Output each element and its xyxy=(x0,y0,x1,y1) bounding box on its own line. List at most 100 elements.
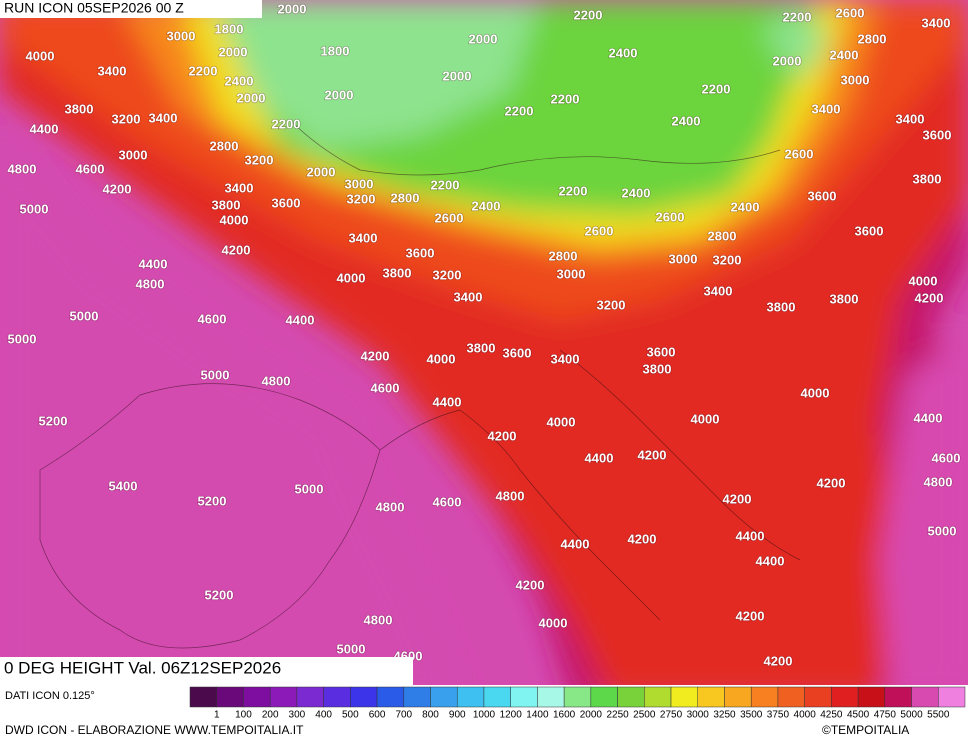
colorbar-label: 5500 xyxy=(927,710,950,721)
colorbar-swatch xyxy=(456,686,485,708)
contour-label: 4800 xyxy=(262,373,291,388)
contour-label: 3800 xyxy=(383,265,412,280)
contour-label: 4000 xyxy=(539,615,568,630)
contour-label: 3000 xyxy=(345,176,374,191)
contour-label: 3400 xyxy=(922,15,951,30)
contour-label: 4600 xyxy=(433,494,462,509)
contour-label: 2400 xyxy=(830,47,859,62)
contour-label: 4200 xyxy=(516,577,545,592)
contour-label: 4800 xyxy=(496,488,525,503)
contour-label: 4200 xyxy=(764,653,793,668)
contour-label: 3800 xyxy=(212,197,241,212)
contour-label: 3200 xyxy=(245,152,274,167)
colorbar-label: 1600 xyxy=(553,710,576,721)
colorbar-label: 4500 xyxy=(847,710,870,721)
contour-label: 4400 xyxy=(736,528,765,543)
contour-label: 3400 xyxy=(349,230,378,245)
contour-label: 4600 xyxy=(932,450,961,465)
colorbar-swatch xyxy=(296,686,324,708)
colorbar-label: 2500 xyxy=(633,710,656,721)
colorbar-label: 3750 xyxy=(767,710,790,721)
contour-label: 4200 xyxy=(103,181,132,196)
colorbar-swatch xyxy=(831,686,859,708)
contour-label: 5000 xyxy=(70,308,99,323)
contour-label: 2200 xyxy=(189,63,218,78)
contour-label: 2200 xyxy=(702,81,731,96)
contour-label: 5200 xyxy=(39,413,68,428)
contour-label: 5000 xyxy=(201,367,230,382)
contour-label: 2800 xyxy=(549,248,578,263)
contour-label: 3200 xyxy=(597,297,626,312)
contour-label: 4200 xyxy=(488,428,517,443)
colorbar-swatch xyxy=(483,686,511,708)
colorbar-label: 400 xyxy=(315,710,332,721)
field-title: 0 DEG HEIGHT Val. 06Z12SEP2026 xyxy=(4,658,281,677)
field-box xyxy=(0,657,413,685)
colorbar-swatch xyxy=(537,686,565,708)
contour-label: 4800 xyxy=(924,474,953,489)
contour-label: 2800 xyxy=(708,228,737,243)
credit: DWD ICON - ELABORAZIONE WWW.TEMPOITALIA.… xyxy=(5,723,304,737)
contour-label: 2200 xyxy=(272,116,301,131)
contour-label: 2200 xyxy=(505,103,534,118)
contour-label: 4000 xyxy=(337,270,366,285)
contour-label: 3400 xyxy=(812,101,841,116)
colorbar-swatch xyxy=(938,686,966,708)
contour-label: 3800 xyxy=(830,291,859,306)
contour-label: 4400 xyxy=(914,410,943,425)
contour-label: 5000 xyxy=(337,641,366,656)
colorbar-label: 700 xyxy=(395,710,412,721)
colorbar-swatch xyxy=(911,686,939,708)
colorbar-swatch xyxy=(216,686,244,708)
colorbar-label: 3000 xyxy=(687,710,710,721)
contour-label: 3000 xyxy=(841,72,870,87)
colorbar: 1 100 200 300 400 500 600 700 800 900 1000 1200 1400… xyxy=(189,686,966,721)
contour-label: 2400 xyxy=(225,73,254,88)
contour-label: 2600 xyxy=(435,210,464,225)
contour-label: 3800 xyxy=(643,361,672,376)
colorbar-label: 4000 xyxy=(794,710,817,721)
colorbar-swatch xyxy=(670,686,699,708)
colorbar-swatch xyxy=(644,686,672,708)
colorbar-swatch xyxy=(590,686,618,708)
contour-label: 2600 xyxy=(585,223,614,238)
contour-label: 2600 xyxy=(836,5,865,20)
contour-label: 4400 xyxy=(139,256,168,271)
contour-label: 3800 xyxy=(913,171,942,186)
contour-label: 3200 xyxy=(713,252,742,267)
contour-label: 3600 xyxy=(855,223,884,238)
colorbar-label: 200 xyxy=(262,710,279,721)
colorbar-label: 2250 xyxy=(606,710,629,721)
contour-label: 4400 xyxy=(561,536,590,551)
contour-label: 4000 xyxy=(801,385,830,400)
contour-label: 2200 xyxy=(559,183,588,198)
contour-label: 3400 xyxy=(98,63,127,78)
contour-label: 5000 xyxy=(8,331,37,346)
contour-label: 3400 xyxy=(896,111,925,126)
contour-label: 2000 xyxy=(325,87,354,102)
colorbar-label: 500 xyxy=(342,710,359,721)
colorbar-swatch xyxy=(804,686,832,708)
contour-label: 4200 xyxy=(817,475,846,490)
contour-label: 2000 xyxy=(443,68,472,83)
contour-label: 3200 xyxy=(347,191,376,206)
contour-label: 2600 xyxy=(656,209,685,224)
colorbar-swatch xyxy=(189,686,217,708)
contour-label: 3000 xyxy=(669,251,698,266)
colorbar-label: 4250 xyxy=(820,710,843,721)
colorbar-label: 800 xyxy=(422,710,439,721)
contour-label: 5400 xyxy=(109,478,138,493)
contour-label: 2400 xyxy=(609,45,638,60)
colorbar-label: 2750 xyxy=(660,710,683,721)
colorbar-label: 300 xyxy=(289,710,306,721)
contour-label: 2000 xyxy=(278,1,307,16)
contour-label: 2200 xyxy=(551,91,580,106)
contour-label: 5200 xyxy=(205,587,234,602)
contour-label: 3800 xyxy=(467,340,496,355)
colorbar-swatch xyxy=(563,686,592,708)
contour-label: 3600 xyxy=(808,188,837,203)
contour-label: 3400 xyxy=(551,351,580,366)
colorbar-label: 100 xyxy=(235,710,252,721)
